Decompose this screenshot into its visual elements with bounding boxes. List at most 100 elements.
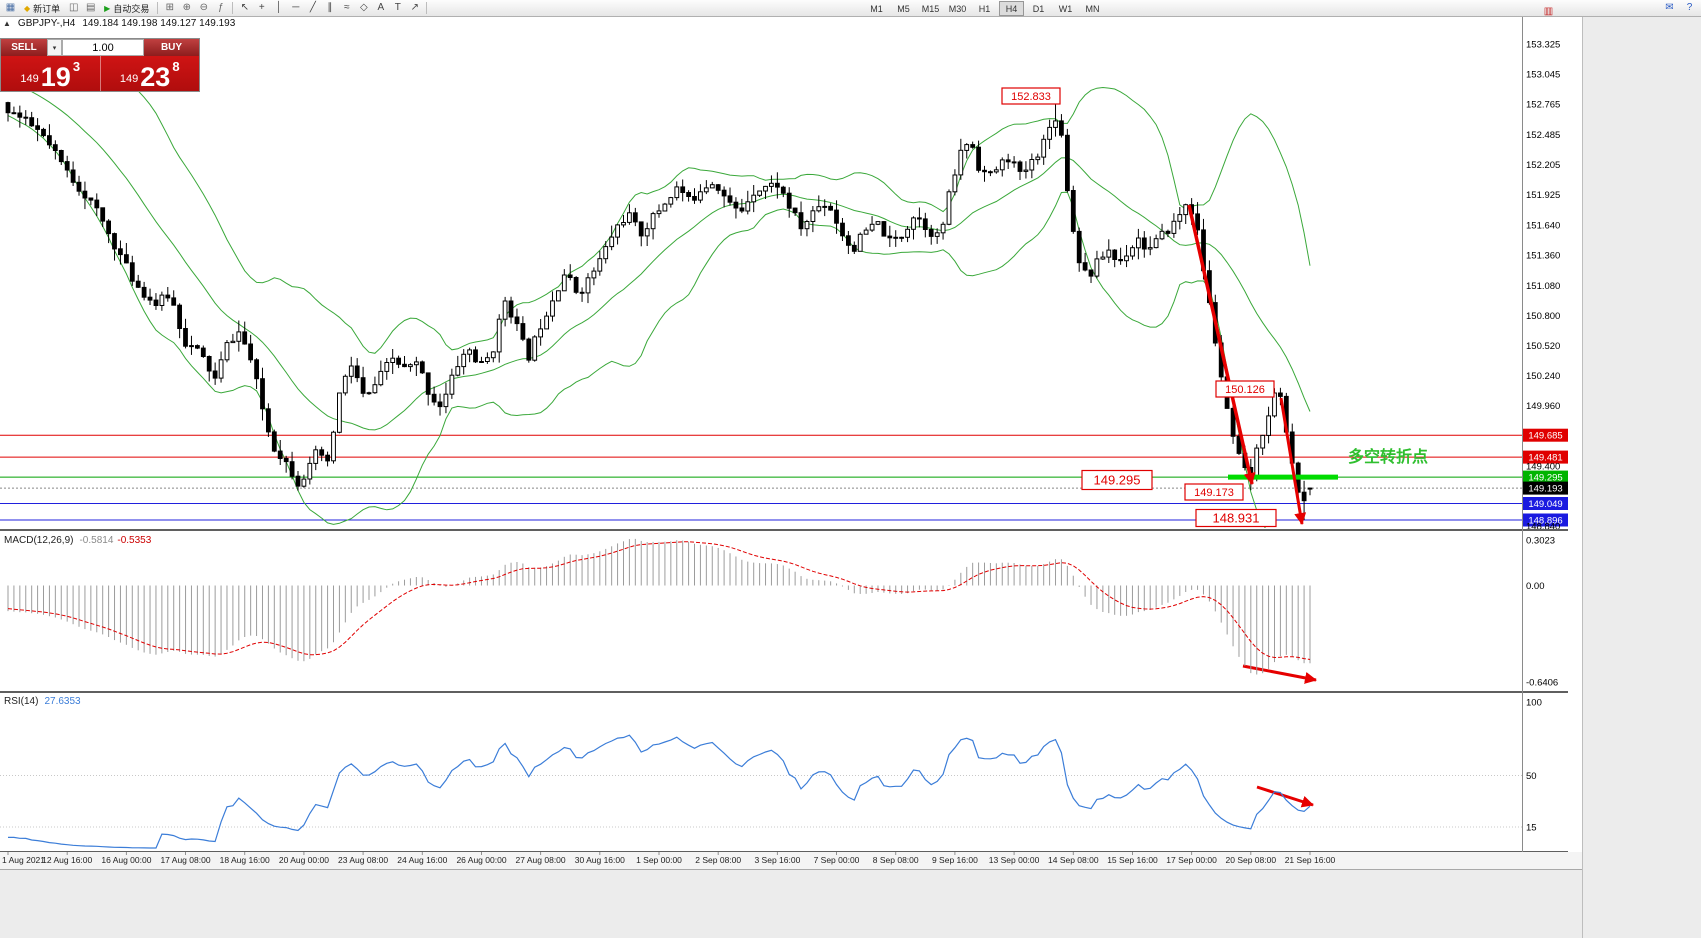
- buy-price[interactable]: 149 23 8: [101, 56, 200, 91]
- price-badge: [1523, 481, 1568, 495]
- text-icon[interactable]: A: [377, 2, 385, 13]
- price-axis-label: 150.520: [1526, 341, 1560, 352]
- time-axis-label: 17 Aug 08:00: [160, 855, 210, 865]
- price-axis-label: 149.400: [1526, 461, 1560, 472]
- price-axis-label: 152.765: [1526, 100, 1560, 111]
- tile-windows-icon[interactable]: ⊞: [165, 2, 175, 13]
- vertical-line-icon[interactable]: │: [275, 2, 282, 13]
- price-label-box[interactable]: 150.126: [1215, 380, 1275, 398]
- zoom-in-icon[interactable]: ⊕: [182, 2, 192, 13]
- timeframe-m1-button[interactable]: M1: [870, 3, 883, 14]
- label-icon[interactable]: T: [394, 2, 401, 13]
- price-axis-label: 152.205: [1526, 160, 1560, 171]
- trend-arrow[interactable]: [1187, 204, 1256, 485]
- crosshair-icon[interactable]: +: [258, 2, 265, 13]
- panel-separator-macd[interactable]: [0, 529, 1568, 531]
- panel-separator-rsi[interactable]: [0, 691, 1568, 693]
- price-badge: [1523, 428, 1568, 442]
- chart-bottom-border: [0, 851, 1568, 852]
- timeframe-h4-button[interactable]: H4: [999, 1, 1024, 16]
- price-label-box[interactable]: 148.931: [1195, 508, 1277, 528]
- price-axis-label: 149.960: [1526, 401, 1560, 412]
- price-badge-label: 149.685: [1528, 431, 1562, 442]
- cursor-icon[interactable]: ↖: [240, 2, 250, 13]
- timeframe-mn-button[interactable]: MN: [1085, 3, 1100, 14]
- macd-value-2: -0.5353: [117, 535, 152, 546]
- trend-arrow[interactable]: [1279, 397, 1307, 525]
- time-axis-label: 20 Aug 00:00: [279, 855, 329, 865]
- price-label-box[interactable]: 152.833: [1001, 87, 1061, 105]
- rsi-axis-label: 15: [1526, 823, 1537, 834]
- macd-axis-label: 0.3023: [1526, 536, 1555, 547]
- volume-input[interactable]: [62, 39, 144, 56]
- buy-button[interactable]: BUY: [144, 39, 199, 56]
- sell-button[interactable]: SELL: [1, 39, 47, 56]
- shapes-icon[interactable]: ◇: [359, 2, 368, 13]
- horizontal-line-icon[interactable]: ─: [292, 2, 300, 13]
- time-axis-label: 1 Sep 00:00: [636, 855, 682, 865]
- news-icon[interactable]: ▥: [1543, 6, 1554, 17]
- fibonacci-icon[interactable]: ≈: [344, 2, 350, 13]
- timeframe-m30-button[interactable]: M30: [948, 3, 967, 14]
- macd-name: MACD(12,26,9): [4, 535, 74, 546]
- price-label-box[interactable]: 149.173: [1184, 483, 1244, 501]
- price-axis[interactable]: 153.325 153.045 152.765 152.485 152.205 151.9…: [1523, 40, 1568, 533]
- macd-panel: [7, 538, 1311, 675]
- svg-text:149.295: 149.295: [1094, 473, 1141, 488]
- turning-point-text[interactable]: 多空转折点: [1348, 447, 1428, 466]
- collapse-arrow-icon[interactable]: ▲: [3, 19, 11, 28]
- time-axis-label: 12 Aug 16:00: [42, 855, 92, 865]
- price-badge-label: 149.193: [1528, 484, 1562, 495]
- trend-arrow[interactable]: [1256, 785, 1314, 808]
- autotrading-button-label: 自动交易: [113, 3, 150, 14]
- timeframe-h1-button[interactable]: H1: [978, 3, 991, 14]
- time-axis-label: 13 Sep 00:00: [989, 855, 1040, 865]
- sell-price[interactable]: 149 19 3: [1, 56, 100, 91]
- zoom-out-icon[interactable]: ⊖: [199, 2, 209, 13]
- time-axis-label: 17 Sep 00:00: [1166, 855, 1217, 865]
- new-chart-icon[interactable]: ▦: [5, 2, 16, 13]
- autotrading-button[interactable]: ▶ 自动交易: [99, 1, 154, 15]
- time-axis-label: 16 Aug 00:00: [101, 855, 151, 865]
- toolbar-news-group: ▥: [1540, 1, 1557, 19]
- rsi-axis: 100 50 15: [1526, 698, 1542, 834]
- price-axis-label: 150.800: [1526, 311, 1560, 322]
- trend-arrow[interactable]: [1242, 664, 1317, 684]
- right-empty-area: [1582, 16, 1701, 938]
- arrow-tool-icon[interactable]: ↗: [410, 2, 420, 13]
- order-diamond-icon: ◆: [24, 3, 31, 13]
- time-axis-label: 30 Aug 16:00: [575, 855, 625, 865]
- svg-text:149.173: 149.173: [1194, 487, 1234, 499]
- channel-icon[interactable]: ∥: [327, 2, 333, 13]
- candlestick-series: [5, 96, 1313, 520]
- help-icon[interactable]: ?: [1686, 2, 1693, 13]
- price-badge: [1523, 497, 1568, 510]
- price-axis-label: 151.080: [1526, 281, 1560, 292]
- chart-window-icon[interactable]: ▤: [85, 2, 96, 13]
- rsi-indicator-label: RSI(14) 27.6353: [4, 696, 81, 707]
- indicators-icon[interactable]: ƒ: [218, 2, 224, 13]
- mail-icon[interactable]: ✉: [1665, 2, 1674, 13]
- time-axis-label: 26 Aug 00:00: [456, 855, 506, 865]
- one-click-trading-panel: SELL ▾ BUY 149 19 3 149 23 8: [0, 38, 200, 92]
- timeframe-d1-button[interactable]: D1: [1032, 3, 1045, 14]
- price-label-box[interactable]: 149.295: [1081, 469, 1153, 491]
- time-axis-label: 1 Aug 2021: [2, 855, 45, 865]
- macd-value-1: -0.5814: [79, 535, 114, 546]
- trendline-icon[interactable]: ╱: [309, 2, 316, 13]
- profiles-icon[interactable]: ◫: [68, 2, 79, 13]
- new-order-button[interactable]: ◆ 新订单: [19, 1, 65, 15]
- price-badge: [1523, 513, 1568, 527]
- price-badge: [1523, 470, 1568, 484]
- timeframe-w1-button[interactable]: W1: [1058, 3, 1073, 14]
- volume-dropdown-button[interactable]: ▾: [47, 39, 62, 56]
- order-controls-row: SELL ▾ BUY: [1, 39, 199, 56]
- macd-axis: 0.3023 0.00 -0.6406: [1526, 536, 1558, 689]
- price-badge-label: 149.295: [1528, 473, 1562, 484]
- timeframe-m15-button[interactable]: M15: [921, 3, 940, 14]
- time-axis-label: 24 Aug 16:00: [397, 855, 447, 865]
- timeframe-m5-button[interactable]: M5: [897, 3, 910, 14]
- buy-price-pips: 23: [140, 61, 171, 92]
